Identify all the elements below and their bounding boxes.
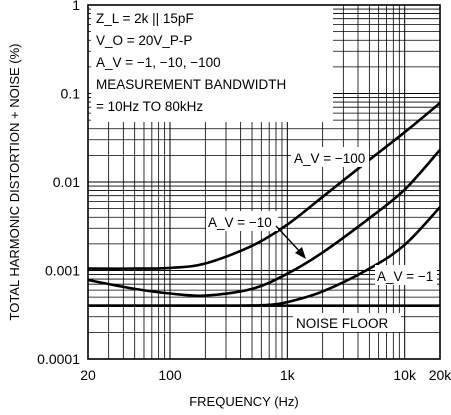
x-tick-label: 10k	[393, 367, 417, 383]
x-tick-labels: 20 100 1k 10k 20k	[80, 367, 451, 383]
curve-av-10	[87, 148, 441, 298]
label-bg-av100	[291, 147, 369, 167]
curve-av-100	[87, 101, 441, 270]
label-bg-av1	[375, 265, 437, 285]
condition-load: Z_L = 2k || 15pF	[96, 11, 194, 26]
curves	[87, 101, 441, 308]
series-label-av-10: A_V = −10	[208, 215, 272, 230]
av10-arrowhead	[295, 247, 306, 259]
condition-bandwidth: MEASUREMENT BANDWIDTH	[96, 77, 286, 92]
x-tick-label: 1k	[280, 367, 296, 383]
series-label-av-100: A_V = −100	[294, 151, 365, 166]
series-label-noise-floor: NOISE FLOOR	[296, 316, 389, 331]
plot-frame	[87, 4, 441, 360]
y-tick-label: 1	[72, 0, 80, 13]
series-label-av-1: A_V = −1	[377, 269, 433, 284]
label-bg-av10	[206, 211, 278, 231]
x-tick-label: 20	[80, 367, 96, 383]
condition-vout: V_O = 20V_P-P	[96, 33, 192, 48]
condition-range: = 10Hz TO 80kHz	[96, 99, 203, 114]
y-tick-labels: 1 0.1 0.01 0.001 0.0001	[37, 0, 80, 367]
y-axis-title: TOTAL HARMONIC DISTORTION + NOISE (%)	[7, 43, 22, 320]
conditions-box	[91, 5, 333, 122]
y-tick-label: 0.01	[53, 174, 80, 190]
y-tick-label: 0.1	[61, 86, 81, 102]
condition-gain: A_V = −1, −10, −100	[96, 55, 221, 70]
x-tick-label: 20k	[429, 367, 451, 383]
x-tick-label: 100	[158, 367, 182, 383]
label-bg-noise	[293, 313, 401, 332]
y-tick-label: 0.001	[45, 263, 80, 279]
x-axis-title: FREQUENCY (Hz)	[189, 394, 299, 409]
y-tick-label: 0.0001	[37, 351, 80, 367]
